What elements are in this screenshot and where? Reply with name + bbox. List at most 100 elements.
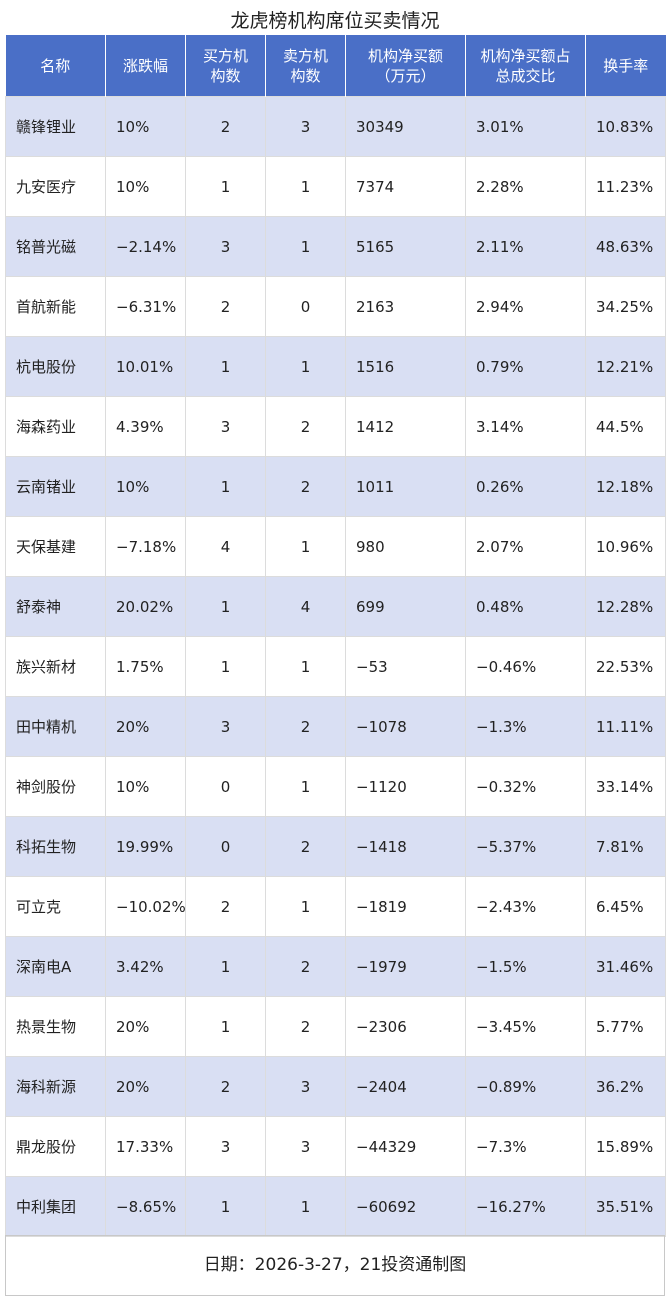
table-cell: −7.3%	[465, 1116, 586, 1177]
table-cell: 20%	[105, 1056, 186, 1117]
table-cell: 1	[185, 456, 266, 517]
table-cell: −1.5%	[465, 936, 586, 997]
table-cell: 2	[265, 396, 346, 457]
table-cell: 科拓生物	[5, 816, 106, 877]
table-cell: 0.79%	[465, 336, 586, 397]
table-cell: 3.14%	[465, 396, 586, 457]
table-cell: 鼎龙股份	[5, 1116, 106, 1177]
table-cell: −1418	[345, 816, 466, 877]
table-cell: 田中精机	[5, 696, 106, 757]
table-cell: 12.28%	[585, 576, 666, 637]
table-cell: 可立克	[5, 876, 106, 937]
table-cell: 0	[185, 756, 266, 817]
table-cell: 4.39%	[105, 396, 186, 457]
table-cell: 舒泰神	[5, 576, 106, 637]
table-cell: 2	[185, 1056, 266, 1117]
header-cell: 涨跌幅	[105, 35, 186, 97]
table-cell: −1979	[345, 936, 466, 997]
table-cell: 3	[185, 396, 266, 457]
table-cell: 杭电股份	[5, 336, 106, 397]
table-cell: 20.02%	[105, 576, 186, 637]
table-cell: 2	[265, 696, 346, 757]
table-cell: 中利集团	[5, 1176, 106, 1237]
table-cell: 4	[185, 516, 266, 577]
table-cell: 2.07%	[465, 516, 586, 577]
table-cell: 20%	[105, 996, 186, 1057]
table-cell: 699	[345, 576, 466, 637]
table-cell: 族兴新材	[5, 636, 106, 697]
table-cell: 1.75%	[105, 636, 186, 697]
table-cell: 10%	[105, 156, 186, 217]
table-cell: 12.21%	[585, 336, 666, 397]
table-cell: 神剑股份	[5, 756, 106, 817]
table-cell: 34.25%	[585, 276, 666, 337]
table-cell: 12.18%	[585, 456, 666, 517]
table-cell: 48.63%	[585, 216, 666, 277]
table-cell: 1	[185, 576, 266, 637]
table-row: 杭电股份 10.01% 1 1 1516 0.79% 12.21%	[5, 336, 666, 397]
table-cell: 1	[185, 996, 266, 1057]
table-cell: 3	[265, 1116, 346, 1177]
table-cell: 1	[185, 936, 266, 997]
table-cell: −1120	[345, 756, 466, 817]
table-cell: −8.65%	[105, 1176, 186, 1237]
table-cell: 1011	[345, 456, 466, 517]
table-cell: 1	[185, 636, 266, 697]
table-cell: 980	[345, 516, 466, 577]
table-cell: −2404	[345, 1056, 466, 1117]
table-cell: 热景生物	[5, 996, 106, 1057]
table-cell: −3.45%	[465, 996, 586, 1057]
table-cell: 10%	[105, 756, 186, 817]
table-cell: 17.33%	[105, 1116, 186, 1177]
table-cell: 1	[265, 216, 346, 277]
table-cell: 1	[265, 1176, 346, 1237]
table-cell: 1	[265, 636, 346, 697]
table-cell: 3.01%	[465, 96, 586, 157]
table-cell: 云南锗业	[5, 456, 106, 517]
table-cell: 2	[265, 816, 346, 877]
table-cell: 2	[185, 276, 266, 337]
table-cell: −60692	[345, 1176, 466, 1237]
table-cell: −0.89%	[465, 1056, 586, 1117]
table-row: 首航新能 −6.31% 2 0 2163 2.94% 34.25%	[5, 276, 666, 337]
table-cell: 1516	[345, 336, 466, 397]
table-cell: 36.2%	[585, 1056, 666, 1117]
table-cell: 35.51%	[585, 1176, 666, 1237]
table-row: 深南电A 3.42% 1 2 −1979 −1.5% 31.46%	[5, 936, 666, 997]
table-cell: −16.27%	[465, 1176, 586, 1237]
table-cell: −2306	[345, 996, 466, 1057]
table-cell: 1	[185, 336, 266, 397]
table-cell: 赣锋锂业	[5, 96, 106, 157]
table-row: 中利集团 −8.65% 1 1 −60692 −16.27% 35.51%	[5, 1176, 666, 1237]
table-cell: 2163	[345, 276, 466, 337]
header-cell: 换手率	[585, 35, 666, 97]
table-cell: 19.99%	[105, 816, 186, 877]
table-cell: 33.14%	[585, 756, 666, 817]
table-cell: 44.5%	[585, 396, 666, 457]
data-table: 名称 涨跌幅 买方机 构数 卖方机 构数 机构净买额 （万元） 机构净买额占 总成交比 换手…	[5, 35, 666, 1237]
table-row: 九安医疗 10% 1 1 7374 2.28% 11.23%	[5, 156, 666, 217]
table-cell: 首航新能	[5, 276, 106, 337]
table-cell: 铭普光磁	[5, 216, 106, 277]
table-cell: 31.46%	[585, 936, 666, 997]
table-cell: −7.18%	[105, 516, 186, 577]
table-cell: 海森药业	[5, 396, 106, 457]
table-cell: 0	[185, 816, 266, 877]
table-cell: 天保基建	[5, 516, 106, 577]
table-cell: 20%	[105, 696, 186, 757]
table-cell: 1	[265, 516, 346, 577]
table-cell: 海科新源	[5, 1056, 106, 1117]
table-cell: 7374	[345, 156, 466, 217]
table-cell: 2	[265, 456, 346, 517]
table-cell: 九安医疗	[5, 156, 106, 217]
table-row: 舒泰神 20.02% 1 4 699 0.48% 12.28%	[5, 576, 666, 637]
table-cell: 15.89%	[585, 1116, 666, 1177]
table-row: 鼎龙股份 17.33% 3 3 −44329 −7.3% 15.89%	[5, 1116, 666, 1177]
table-cell: 0.48%	[465, 576, 586, 637]
table-cell: 3	[185, 216, 266, 277]
table-cell: 22.53%	[585, 636, 666, 697]
table-cell: −10.02%	[105, 876, 186, 937]
table-cell: 1	[185, 1176, 266, 1237]
table-cell: 4	[265, 576, 346, 637]
table-cell: −1.3%	[465, 696, 586, 757]
